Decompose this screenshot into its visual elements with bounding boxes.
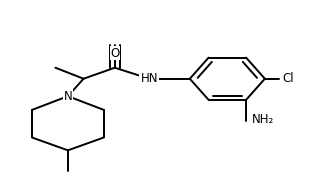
Text: HN: HN: [140, 72, 158, 85]
Text: N: N: [63, 90, 72, 103]
Text: O: O: [110, 46, 119, 60]
Text: NH₂: NH₂: [252, 113, 274, 126]
Text: Cl: Cl: [283, 72, 294, 85]
